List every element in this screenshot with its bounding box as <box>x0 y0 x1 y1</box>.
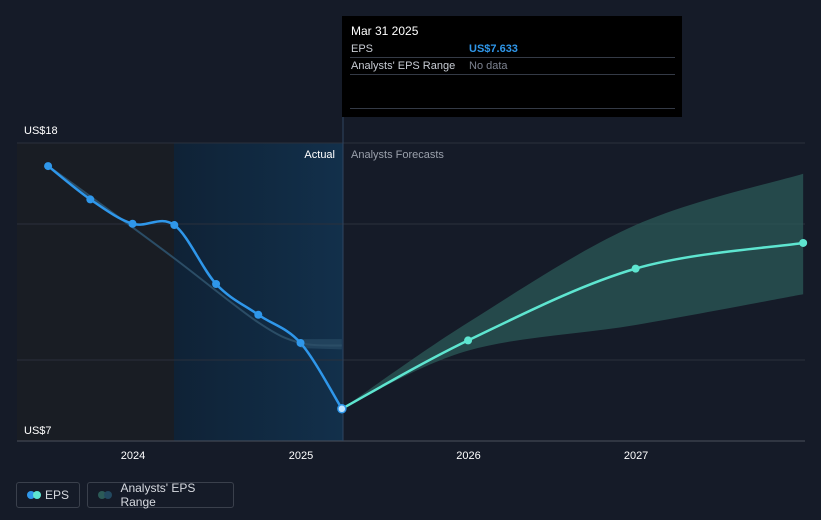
tooltip-range-row: Analysts' EPS Range No data <box>351 60 508 72</box>
tooltip-range-value: No data <box>469 60 508 72</box>
eps-point[interactable] <box>212 280 221 288</box>
tooltip-eps-row: EPS US$7.633 <box>351 43 518 55</box>
actual-label: Actual <box>304 149 335 161</box>
x-tick-label: 2025 <box>289 450 313 462</box>
forecast-label: Analysts Forecasts <box>351 149 444 161</box>
y-label-bottom: US$7 <box>24 425 52 437</box>
tooltip-range-label: Analysts' EPS Range <box>351 60 456 72</box>
y-label-top: US$18 <box>24 125 58 137</box>
past-year-band <box>174 143 343 441</box>
legend-eps-label: EPS <box>44 488 69 502</box>
eps-legend-icon <box>27 490 41 500</box>
range-legend-icon <box>98 490 112 500</box>
eps-point[interactable] <box>86 195 95 204</box>
tooltip-eps-value: US$7.633 <box>469 43 518 55</box>
past-forecast-range <box>300 339 342 350</box>
eps-point[interactable] <box>296 338 305 347</box>
legend-analyst-range[interactable]: Analysts' EPS Range <box>87 481 234 509</box>
tooltip-eps-label: EPS <box>351 43 374 55</box>
eps-point[interactable] <box>254 310 263 319</box>
eps-point[interactable] <box>44 162 53 171</box>
forecast-point[interactable] <box>464 336 473 345</box>
tooltip: Mar 31 2025 EPS US$7.633 Analysts' EPS R… <box>342 16 682 117</box>
forecast-point[interactable] <box>631 264 640 273</box>
legend-eps[interactable]: EPS <box>16 482 80 508</box>
eps-forecast-line <box>341 241 804 410</box>
tooltip-divider <box>350 108 675 109</box>
x-tick-label: 2024 <box>121 450 145 462</box>
eps-point[interactable] <box>170 221 179 230</box>
x-tick-label: 2027 <box>624 450 648 462</box>
tooltip-divider <box>350 74 675 75</box>
legend-range-label: Analysts' EPS Range <box>120 481 196 509</box>
tooltip-divider <box>350 57 675 58</box>
history-shade <box>17 143 174 441</box>
eps-point[interactable] <box>128 219 137 228</box>
tooltip-date: Mar 31 2025 <box>351 24 419 38</box>
x-tick-label: 2026 <box>456 450 480 462</box>
eps-point[interactable] <box>337 404 347 414</box>
forecast-point[interactable] <box>799 238 808 247</box>
